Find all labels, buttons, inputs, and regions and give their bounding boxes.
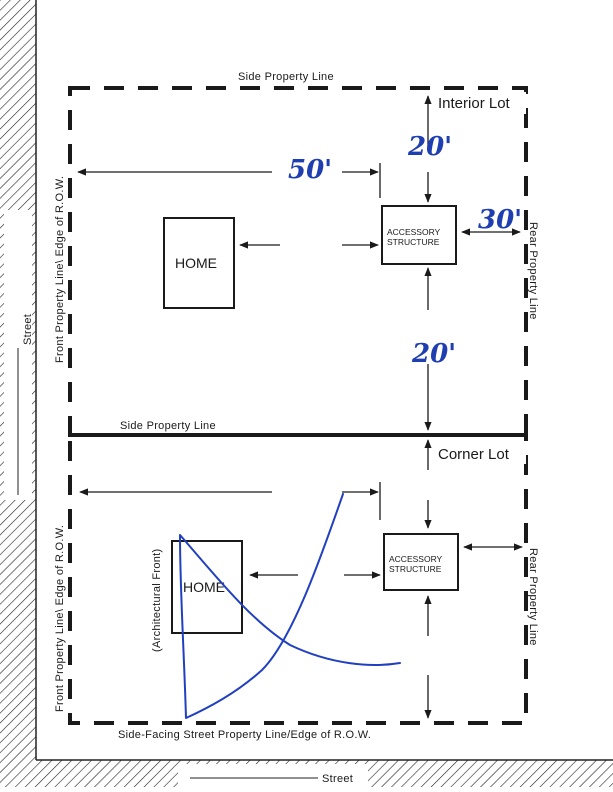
corner-top-label: Side Property Line bbox=[120, 420, 216, 432]
interior-accessory-box bbox=[381, 205, 457, 265]
interior-lot: Side Property Line Interior Lot Front Pr… bbox=[54, 71, 539, 437]
corner-home-label: HOME bbox=[183, 579, 225, 595]
corner-lot-boundary bbox=[68, 433, 528, 725]
corner-bottom-label: Side-Facing Street Property Line/Edge of… bbox=[118, 729, 371, 741]
corner-left-label: Front Property Line\ Edge of R.O.W. bbox=[54, 525, 66, 712]
setback-rear-annotation: 30' bbox=[478, 205, 522, 235]
corner-home-box bbox=[171, 540, 243, 634]
street-left-label: Street bbox=[22, 314, 34, 345]
interior-home-label: HOME bbox=[175, 255, 217, 271]
setback-side-top-annotation: 20' bbox=[407, 132, 452, 162]
interior-accessory-line2: STRUCTURE bbox=[387, 237, 440, 247]
corner-lot: Side Property Line Corner Lot Front Prop… bbox=[54, 420, 539, 741]
interior-accessory-line1: ACCESSORY bbox=[387, 227, 441, 237]
interior-lot-title: Interior Lot bbox=[438, 95, 511, 112]
corner-accessory-box bbox=[383, 533, 459, 591]
setback-front-annotation: 50' bbox=[288, 155, 332, 185]
interior-right-label: Rear Property Line bbox=[527, 222, 539, 320]
corner-accessory-line1: ACCESSORY bbox=[389, 554, 443, 564]
hand-sketch-curve bbox=[179, 493, 401, 719]
corner-accessory-line2: STRUCTURE bbox=[389, 564, 442, 574]
interior-left-label: Front Property Line\ Edge of R.O.W. bbox=[54, 176, 66, 363]
street-bottom-label: Street bbox=[322, 773, 353, 785]
interior-top-label: Side Property Line bbox=[238, 71, 334, 83]
interior-home-box bbox=[163, 217, 235, 309]
corner-lot-title: Corner Lot bbox=[438, 446, 510, 463]
corner-right-label: Rear Property Line bbox=[527, 548, 539, 646]
setback-side-bottom-annotation: 20' bbox=[411, 339, 456, 369]
architectural-front-label: (Architectural Front) bbox=[151, 549, 163, 653]
interior-lot-boundary bbox=[68, 86, 528, 437]
